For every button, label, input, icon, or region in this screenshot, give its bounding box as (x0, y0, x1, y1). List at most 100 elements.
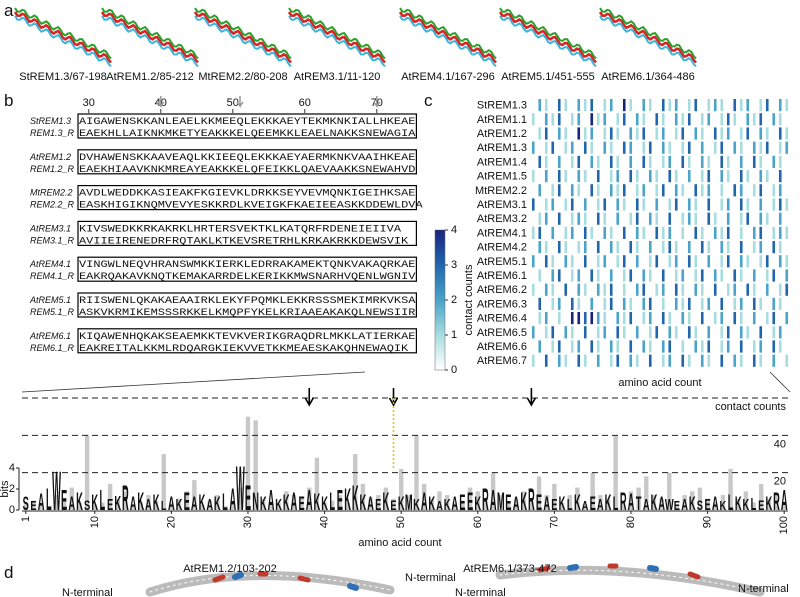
count-bar (460, 500, 465, 510)
heatmap-cell (596, 255, 600, 268)
count-bar (337, 495, 343, 510)
heatmap-cell (668, 326, 672, 339)
heatmap-cell (746, 269, 750, 282)
heatmap-cell (765, 354, 769, 367)
count-bar (567, 495, 572, 510)
heatmap-cell (772, 113, 776, 126)
heatmap-cell (733, 198, 737, 211)
heatmap-cell (590, 99, 594, 112)
heatmap-cell (564, 283, 568, 296)
heatmap-cell (707, 155, 711, 168)
heatmap-cell (609, 255, 613, 268)
logo-letter: L (728, 490, 734, 515)
heatmap-cell (648, 226, 652, 239)
heatmap-cell (642, 141, 646, 154)
heatmap-cell (642, 113, 646, 126)
heatmap-cell (557, 113, 561, 126)
heatmap-cell (668, 170, 672, 183)
heatmap-cell (746, 170, 750, 183)
count-bar (529, 500, 534, 510)
heatmap-cell (648, 241, 652, 254)
heatmap-cell (694, 155, 698, 168)
count-bar (368, 498, 373, 510)
heatmap-cell (642, 297, 646, 310)
logo-letter: S (84, 497, 90, 514)
heatmap-cell (551, 340, 555, 353)
logo-letter: E (551, 495, 557, 513)
row-label: AtREM6.1 (477, 270, 527, 282)
heatmap-cell (661, 226, 665, 239)
logo-letter: A (168, 494, 175, 516)
logo-letter: M (497, 489, 505, 517)
heatmap-cell (616, 155, 620, 168)
heatmap-cell (590, 269, 594, 282)
heatmap-cell (772, 155, 776, 168)
position-arrow (388, 388, 399, 407)
count-axis-label: contact counts (715, 401, 786, 413)
sequence-name: REM6.1_R (30, 343, 75, 353)
logo-letter: A (658, 494, 665, 516)
terminal-label: N-terminal (738, 583, 789, 595)
heatmap-cell (564, 127, 568, 140)
sequence: KIVSWEDKKRKAKRKLHRTERSVEKTKLKATQRFRDENEI… (79, 224, 401, 235)
heatmap-cell (668, 198, 672, 211)
structure-ribbon (101, 15, 199, 68)
heatmap-cell (765, 241, 769, 254)
heatmap-cell (759, 269, 763, 282)
heatmap-cell (648, 212, 652, 225)
heatmap-cell (752, 255, 756, 268)
heatmap-cell (648, 113, 652, 126)
heatmap-cell (700, 99, 704, 112)
heatmap-cell (564, 241, 568, 254)
heatmap-cell (570, 340, 574, 353)
count-bar (222, 506, 228, 510)
heatmap-cell (531, 127, 535, 140)
logo-letter: E (704, 495, 710, 513)
heatmap-cell (778, 127, 782, 140)
row-label: AtREM1.4 (477, 156, 527, 168)
structure-ribbon (499, 15, 597, 68)
heatmap-cell (778, 354, 782, 367)
heatmap-cell (759, 170, 763, 183)
heatmap-cell (739, 283, 743, 296)
heatmap-cell (648, 283, 652, 296)
heatmap-cell (570, 99, 574, 112)
heatmap-cell (570, 170, 574, 183)
heatmap-cell (707, 141, 711, 154)
heatmap-cell (629, 212, 633, 225)
heatmap-cell (596, 141, 600, 154)
count-bar (628, 491, 634, 510)
heatmap-cell (609, 198, 613, 211)
count-bar (230, 502, 235, 510)
heatmap-cell (557, 226, 561, 239)
logo-letter: K (559, 494, 566, 516)
logo-letter: K (137, 489, 144, 517)
heatmap-cell (765, 113, 769, 126)
heatmap-cell (785, 255, 789, 268)
heatmap-cell (642, 241, 646, 254)
logo-letter: K (383, 489, 390, 517)
structure-ribbon (193, 11, 292, 64)
heatmap-cell (707, 127, 711, 140)
heatmap-cell (603, 340, 607, 353)
heatmap-cell (570, 297, 574, 310)
count-tick-label: 20 (774, 476, 786, 488)
structure-ribbon (14, 7, 112, 60)
heatmap-cell (707, 212, 711, 225)
heatmap-cell (596, 297, 600, 310)
heatmap-cell (564, 255, 568, 268)
panel-label: d (4, 563, 13, 582)
heatmap-cell (681, 198, 685, 211)
heatmap-cell (655, 113, 659, 126)
heatmap-cell (603, 113, 607, 126)
heatmap-cell (746, 283, 750, 296)
logo-letter: K (360, 490, 367, 515)
logo-letter: K (260, 494, 267, 516)
logo-letter: K (689, 494, 696, 516)
heatmap-cell (765, 226, 769, 239)
logo-letter: E (61, 486, 67, 517)
heatmap-cell (752, 141, 756, 154)
sequence: EASKHIGIKNQMVEVYESKKRDLKVEIGKFKAEIEEASKK… (79, 201, 423, 212)
heatmap-cell (577, 226, 581, 239)
heatmap-cell (596, 212, 600, 225)
